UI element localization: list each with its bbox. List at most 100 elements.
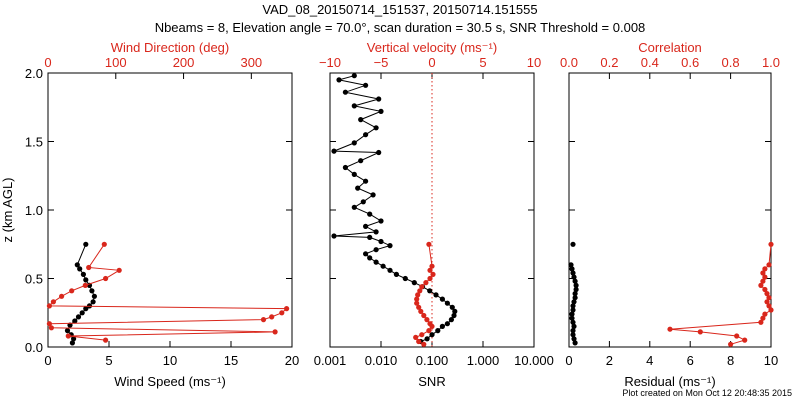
- snr-series-1-point: [413, 334, 419, 340]
- residual-series-0-point: [569, 311, 575, 317]
- residual-series-0-point: [568, 262, 574, 268]
- wind-bottom-tick-label: 10: [163, 353, 177, 368]
- wind-bottom-tick-label: 15: [224, 353, 238, 368]
- wind-panel: z (km AGL) Wind Direction (deg) Wind Spe…: [0, 40, 299, 389]
- wind-series-1-point: [65, 333, 71, 339]
- residual-top-tick-label: 0.6: [681, 55, 699, 70]
- residual-top-tick-label: 0.8: [722, 55, 740, 70]
- snr-series-1-point: [421, 312, 427, 319]
- residual-series-1-point: [760, 278, 766, 284]
- residual-series-1-point: [758, 282, 764, 288]
- snr-series-0-point: [363, 132, 369, 138]
- snr-series-0-point: [351, 204, 357, 210]
- snr-series-0-point: [378, 218, 384, 224]
- snr-series-0-point: [367, 234, 373, 240]
- snr-series-0-point: [393, 271, 399, 277]
- wind-panel-top-axis-label: Wind Direction (deg): [111, 40, 230, 55]
- residual-series-1-point: [762, 274, 768, 280]
- snr-series-0-point: [402, 275, 408, 282]
- snr-series-0-point: [373, 229, 379, 235]
- wind-bottom-tick-label: 0: [44, 353, 51, 368]
- snr-series-0-point: [444, 300, 450, 306]
- snr-series-0-point: [444, 321, 450, 327]
- figure-subtitle: Nbeams = 8, Elevation angle = 70.0°, sca…: [155, 20, 646, 35]
- snr-series-0-point: [376, 149, 382, 156]
- residual-series-0-point: [572, 340, 578, 346]
- snr-panel-bottom-axis-label: SNR: [418, 374, 445, 389]
- snr-series-0-point: [452, 308, 458, 314]
- snr-series-0-point: [429, 332, 435, 338]
- residual-series-1-point: [760, 270, 766, 276]
- snr-series-0-point: [363, 82, 369, 88]
- snr-series-0-point: [378, 238, 384, 245]
- snr-series-0-point: [433, 292, 439, 298]
- residual-series-1-point: [697, 329, 703, 335]
- snr-series-1-point: [418, 308, 424, 314]
- snr-series-1-point: [423, 280, 429, 286]
- wind-series-1-point: [82, 282, 88, 288]
- wind-series-1-line: [48, 244, 288, 341]
- residual-series-0-point: [570, 270, 576, 276]
- wind-series-1-point: [116, 267, 122, 273]
- residual-series-1-point: [768, 307, 774, 313]
- wind-series-0-point: [83, 277, 89, 283]
- residual-series-1-point: [734, 333, 740, 339]
- snr-series-0-point: [387, 243, 393, 249]
- wind-top-tick-label: 100: [105, 55, 127, 70]
- snr-series-1-point: [419, 332, 425, 338]
- wind-series-1-point: [101, 241, 107, 247]
- snr-series-0-point: [351, 140, 357, 146]
- wind-series-1-point: [69, 288, 75, 294]
- wind-y-tick-label: 2.0: [25, 66, 43, 81]
- wind-series-0-point: [77, 266, 83, 272]
- snr-series-0-point: [363, 251, 369, 257]
- snr-series-0-point: [358, 117, 364, 123]
- snr-bottom-tick-label: 0.100: [416, 353, 449, 368]
- wind-panel-bottom-axis-label: Wind Speed (ms⁻¹): [114, 374, 226, 389]
- wind-series-1-point: [59, 293, 65, 299]
- snr-series-1-point: [430, 271, 436, 277]
- snr-series-0-point: [376, 96, 382, 102]
- snr-series-0-point: [351, 171, 357, 177]
- residual-series-1-point: [764, 291, 770, 297]
- snr-series-1-point: [419, 284, 425, 290]
- snr-series-0-point: [331, 148, 337, 154]
- wind-series-1-point: [46, 303, 53, 309]
- wind-series-0-point: [71, 336, 77, 342]
- residual-series-0-point: [571, 274, 577, 280]
- snr-series-0-point: [424, 336, 430, 342]
- wind-series-1-point: [86, 264, 92, 271]
- snr-series-0-point: [358, 158, 364, 164]
- snr-series-1-point: [414, 296, 420, 302]
- wind-series-0-point: [91, 293, 97, 299]
- residual-series-1-point: [762, 286, 768, 293]
- snr-series-1-point: [429, 263, 435, 269]
- wind-series-1-point: [272, 329, 278, 335]
- residual-series-1-point: [728, 341, 734, 347]
- snr-series-0-point: [351, 103, 357, 109]
- wind-series-0-point: [75, 314, 82, 320]
- snr-series-0-point: [451, 312, 457, 319]
- snr-series-1-point: [417, 288, 423, 294]
- residual-panel: Correlation Residual (ms⁻¹) 0 2 4 6 8 10 0.0 0.…: [560, 40, 780, 389]
- snr-series-1-point: [427, 275, 433, 282]
- figure-title: VAD_08_20150714_151537, 20150714.151555: [262, 2, 537, 17]
- wind-y-tick-label: 0.0: [25, 340, 43, 355]
- wind-series-1-point: [46, 321, 53, 327]
- snr-bottom-tick-label: 0.001: [314, 353, 347, 368]
- snr-series-0-point: [373, 259, 379, 265]
- wind-series-1-point: [284, 306, 290, 312]
- wind-series-0-point: [79, 310, 85, 316]
- snr-series-0-point: [380, 263, 386, 269]
- wind-y-tick-label: 0.5: [25, 272, 43, 287]
- snr-series-0-point: [367, 211, 373, 217]
- residual-panel-marks: 0 2 4 6 8 10 0.0 0.2 0.4 0.6 0.8 1.0: [560, 55, 780, 368]
- wind-panel-y-axis-label: z (km AGL): [0, 177, 15, 242]
- snr-top-tick-label: 10: [527, 55, 541, 70]
- plot-footer: Plot created on Mon Oct 12 20:48:35 2015: [622, 388, 792, 398]
- snr-panel: Vertical velocity (ms⁻¹) SNR 0.001 0.010 0…: [314, 40, 554, 389]
- snr-series-0-point: [387, 267, 393, 273]
- snr-series-1-point: [421, 341, 427, 347]
- wind-y-tick-label: 1.5: [25, 135, 43, 150]
